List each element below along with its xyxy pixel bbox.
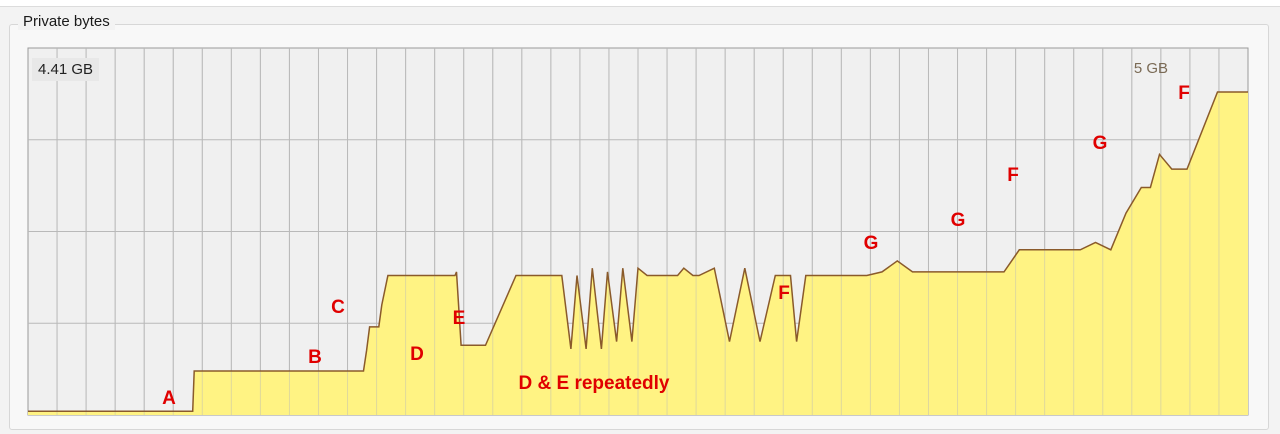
annotation-label: D	[410, 344, 424, 365]
annotation-label: B	[308, 347, 322, 368]
annotation-label: G	[1093, 133, 1108, 154]
annotation-label: C	[331, 297, 345, 318]
area-fill	[28, 92, 1248, 415]
vertical-grid-over	[56, 48, 1220, 415]
annotation-label: G	[951, 210, 966, 231]
annotation-label: F	[1178, 83, 1190, 104]
current-value-label: 4.41 GB	[32, 58, 100, 81]
annotation-label: G	[864, 233, 879, 254]
annotation-label: D & E repeatedly	[519, 373, 670, 394]
group-title: Private bytes	[18, 13, 115, 30]
scale-label: 5 GB	[1134, 60, 1168, 77]
annotations: A B C D E D & E repeatedly F G G F G F	[162, 83, 1190, 409]
annotation-label: E	[453, 308, 466, 329]
area-line	[28, 91, 1248, 413]
annotation-label: A	[162, 388, 176, 409]
annotation-label: F	[1007, 165, 1019, 186]
top-strip	[0, 0, 1280, 7]
annotation-label: F	[778, 283, 790, 304]
